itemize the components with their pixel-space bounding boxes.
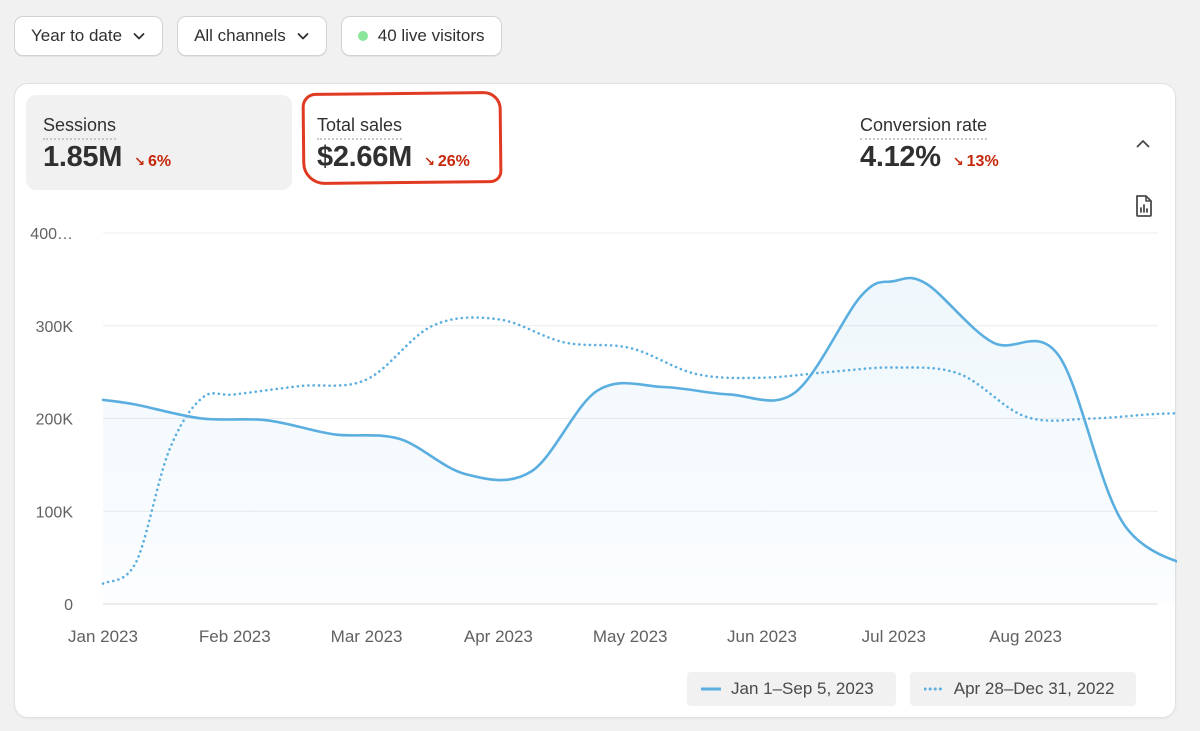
legend-item-previous[interactable]: Apr 28–Dec 31, 2022 — [909, 672, 1137, 706]
line-chart: 400… 300K 200K 100K 0 Jan 2023 Feb 2023 Mar 202… — [30, 226, 1177, 646]
y-tick-label: 400… — [30, 226, 73, 243]
metric-sessions[interactable]: Sessions 1.85M ↘ 6% — [26, 95, 292, 190]
dotted-line-swatch — [923, 687, 944, 691]
x-tick-label: Jun 2023 — [727, 627, 797, 646]
arrow-down-right-icon: ↘ — [423, 154, 435, 169]
chevron-down-icon — [133, 33, 145, 40]
metric-delta: ↘ 13% — [953, 153, 999, 171]
live-dot-icon — [357, 31, 368, 41]
metric-delta-value: 6% — [148, 153, 172, 170]
annotation-circle — [301, 90, 503, 186]
chart-legend: Jan 1–Sep 5, 2023 Apr 28–Dec 31, 2022 — [687, 672, 1137, 706]
legend-item-current[interactable]: Jan 1–Sep 5, 2023 — [687, 672, 896, 706]
metric-total-sales[interactable]: Total sales $2.66M ↘ 26% — [300, 95, 500, 190]
x-tick-label: May 2023 — [593, 627, 668, 646]
y-tick-label: 200K — [36, 412, 74, 429]
x-tick-label: Jan 2023 — [68, 627, 138, 646]
solid-line-swatch — [701, 687, 721, 691]
metric-conversion-rate[interactable]: Conversion rate 4.12% ↘ 13% — [843, 95, 1063, 190]
metric-label: Total sales — [317, 115, 403, 140]
live-visitors-label: 40 live visitors — [377, 26, 485, 45]
metric-delta-value: 13% — [966, 153, 999, 170]
filter-bar: Year to date All channels 40 live visito… — [14, 16, 502, 56]
series-line-current — [101, 276, 1177, 563]
date-range-label: Year to date — [31, 26, 123, 45]
series-area — [103, 278, 1177, 604]
metric-label: Sessions — [43, 115, 117, 140]
metric-value: 4.12% — [860, 141, 941, 173]
analytics-card: 400… 300K 200K 100K 0 Jan 2023 Feb 2023 Mar 202… — [14, 83, 1177, 718]
arrow-down-right-icon: ↘ — [952, 154, 964, 169]
arrow-down-right-icon: ↘ — [134, 154, 146, 169]
metric-delta-value: 26% — [437, 153, 470, 170]
y-tick-label: 300K — [36, 319, 74, 336]
x-tick-label: Mar 2023 — [331, 627, 403, 646]
metric-value: $2.66M — [317, 141, 412, 173]
report-icon[interactable] — [1134, 194, 1154, 218]
metric-value: 1.85M — [43, 141, 123, 173]
metric-label: Conversion rate — [860, 115, 988, 140]
metric-delta: ↘ 6% — [134, 153, 171, 171]
x-tick-label: Apr 2023 — [464, 627, 533, 646]
x-tick-label: Jul 2023 — [862, 627, 926, 646]
y-tick-label: 0 — [64, 597, 73, 614]
x-tick-label: Feb 2023 — [199, 627, 271, 646]
live-visitors-button[interactable]: 40 live visitors — [340, 16, 502, 56]
y-tick-label: 100K — [36, 504, 74, 521]
legend-label: Apr 28–Dec 31, 2022 — [953, 679, 1115, 698]
date-range-selector[interactable]: Year to date — [14, 16, 164, 56]
chevron-down-icon — [297, 33, 309, 40]
channel-selector[interactable]: All channels — [177, 16, 327, 56]
chevron-up-icon[interactable] — [1133, 134, 1153, 154]
channel-label: All channels — [194, 26, 286, 45]
metric-delta: ↘ 26% — [424, 153, 470, 171]
x-tick-label: Aug 2023 — [989, 627, 1062, 646]
legend-label: Jan 1–Sep 5, 2023 — [731, 679, 874, 698]
